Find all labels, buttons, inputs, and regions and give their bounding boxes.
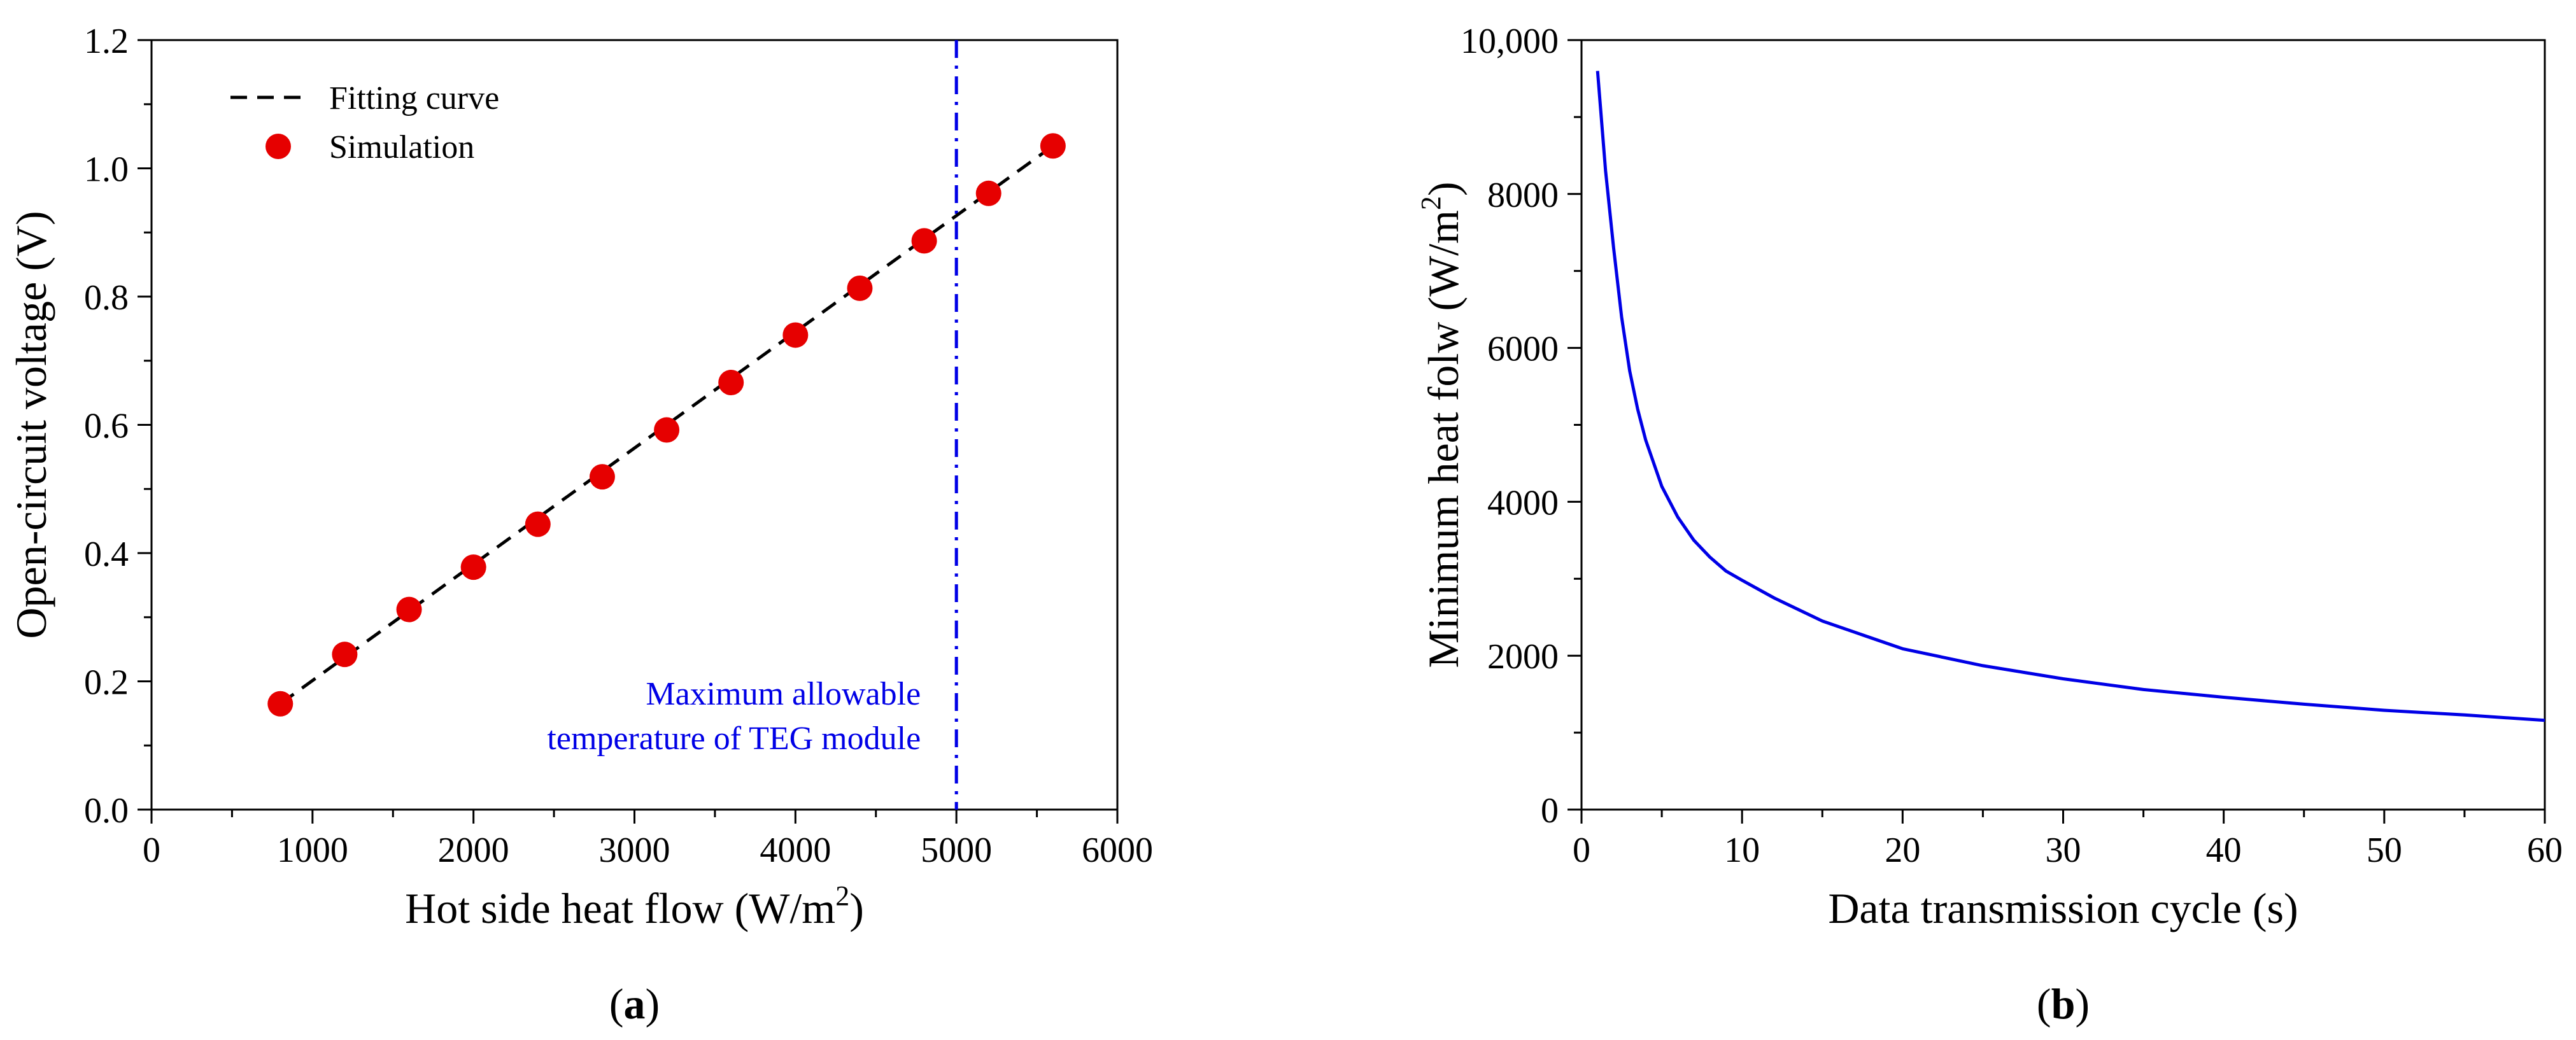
simulation-point bbox=[525, 511, 551, 537]
y-axis-title-end: ) bbox=[1419, 181, 1468, 196]
y-tick-label: 0.2 bbox=[84, 663, 129, 703]
panel-label-close: ) bbox=[646, 980, 660, 1028]
x-tick-label: 3000 bbox=[599, 831, 670, 870]
y-axis-title-main: Minimum heat folw (W/m bbox=[1419, 210, 1468, 668]
plot-frame bbox=[1580, 39, 2546, 811]
x-tick-label: 60 bbox=[2527, 831, 2563, 870]
x-tick-label: 1000 bbox=[277, 831, 348, 870]
x-axis-title-end: ) bbox=[849, 884, 864, 932]
x-tick-label: 0 bbox=[1573, 831, 1590, 870]
x-tick-label: 20 bbox=[1885, 831, 1920, 870]
y-axis-title: Minimum heat folw (W/m2) bbox=[1415, 181, 1468, 668]
chart-panel-b: 0 10 20 30 40 50 60 0 2000 4000 6000 8000 10,000 (b) D… bbox=[1415, 22, 2563, 1028]
legend-swatch-simulation bbox=[265, 134, 291, 159]
panel-label-close: ) bbox=[2075, 980, 2090, 1028]
simulation-point bbox=[782, 322, 809, 348]
x-tick-label: 2000 bbox=[438, 831, 509, 870]
simulation-point bbox=[975, 180, 1001, 206]
simulation-point bbox=[589, 464, 615, 490]
simulation-point bbox=[654, 417, 680, 443]
y-tick-label: 1.0 bbox=[84, 150, 129, 190]
panel-label-open: ( bbox=[2037, 980, 2051, 1028]
x-tick-label: 6000 bbox=[1082, 831, 1153, 870]
y-tick-label: 0.8 bbox=[84, 278, 129, 318]
annotation-line: Maximum allowable bbox=[646, 676, 921, 712]
panel-label: (b) bbox=[2037, 980, 2090, 1028]
y-tick-label: 8000 bbox=[1487, 176, 1559, 215]
x-tick-label: 0 bbox=[143, 831, 160, 870]
y-tick-label: 0 bbox=[1541, 791, 1559, 831]
y-tick-label: 2000 bbox=[1487, 637, 1559, 677]
simulation-point bbox=[267, 691, 294, 717]
x-tick-label: 10 bbox=[1724, 831, 1760, 870]
y-tick-label: 0.0 bbox=[84, 791, 129, 831]
y-tick-label: 0.4 bbox=[84, 535, 129, 574]
simulation-point bbox=[911, 228, 937, 254]
simulation-point bbox=[718, 370, 744, 396]
annotation-line: temperature of TEG module bbox=[547, 720, 921, 757]
panel-label-letter: b bbox=[2051, 980, 2076, 1028]
chart-panel-a: 0 1000 2000 3000 4000 5000 6000 0.0 0.2 0.4 0.6 0.8… bbox=[7, 22, 1153, 1028]
y-tick-label: 1.2 bbox=[84, 22, 129, 61]
x-axis-title-superscript: 2 bbox=[835, 880, 849, 911]
panel-label: (a) bbox=[609, 980, 660, 1028]
x-axis-title: Hot side heat flow (W/m2) bbox=[405, 880, 864, 932]
x-tick-label: 40 bbox=[2206, 831, 2242, 870]
plot-frame bbox=[150, 39, 1119, 811]
x-tick-label: 50 bbox=[2367, 831, 2402, 870]
x-tick-label: 4000 bbox=[760, 831, 831, 870]
panel-label-letter: a bbox=[624, 980, 646, 1028]
simulation-point bbox=[1040, 133, 1066, 159]
legend-label-simulation: Simulation bbox=[329, 129, 474, 165]
y-tick-label: 0.6 bbox=[84, 407, 129, 446]
x-tick-label: 30 bbox=[2046, 831, 2081, 870]
y-tick-label: 10,000 bbox=[1461, 22, 1559, 61]
x-axis-title-main: Hot side heat flow (W/m bbox=[405, 884, 835, 932]
x-axis-title: Data transmission cycle (s) bbox=[1828, 884, 2298, 932]
panel-label-open: ( bbox=[609, 980, 624, 1028]
simulation-point bbox=[396, 596, 422, 622]
y-axis-title-superscript: 2 bbox=[1415, 196, 1447, 210]
simulation-point bbox=[460, 554, 486, 580]
simulation-point bbox=[332, 642, 358, 668]
y-tick-label: 6000 bbox=[1487, 330, 1559, 369]
y-tick-label: 4000 bbox=[1487, 483, 1559, 523]
heat-flow-curve bbox=[1596, 71, 2545, 722]
y-axis-title: Open-circuit voltage (V) bbox=[7, 211, 55, 638]
legend-label-fitting-curve: Fitting curve bbox=[329, 80, 499, 116]
x-tick-label: 5000 bbox=[921, 831, 992, 870]
simulation-point bbox=[847, 275, 873, 301]
